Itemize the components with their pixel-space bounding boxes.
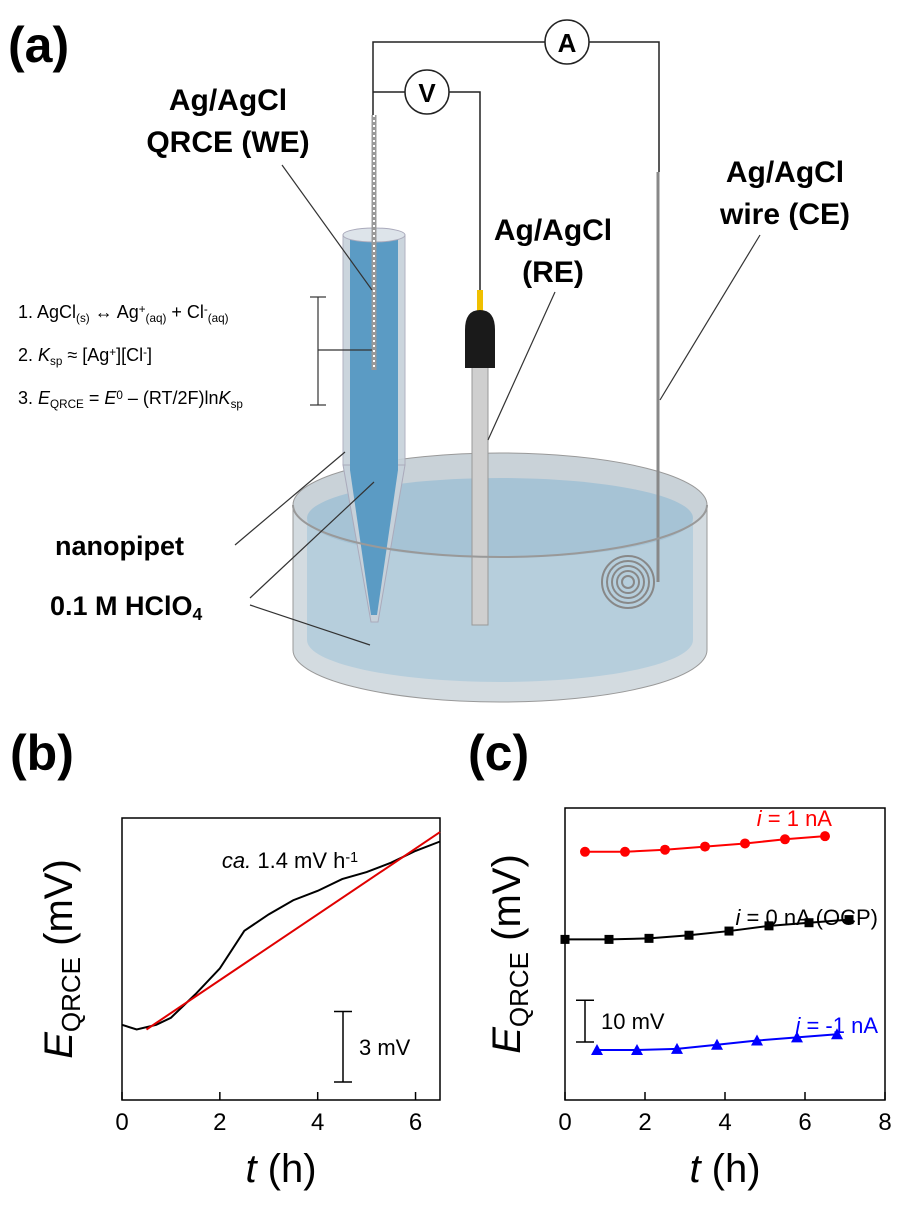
- equation-part: – (RT/2F)ln: [123, 388, 219, 408]
- equation: 3. EQRCE = E0 – (RT/2F)lnKsp: [18, 388, 243, 411]
- x-tick-label: 4: [311, 1109, 324, 1136]
- y-axis-label: EQRCE (mV): [485, 854, 534, 1054]
- y-axis-label-part: E: [37, 1031, 81, 1059]
- marker: [780, 834, 790, 844]
- x-axis-label-part: (h): [701, 1147, 761, 1191]
- marker: [645, 934, 654, 943]
- we-label: Ag/AgCl: [169, 84, 287, 117]
- annotation-part: ca.: [222, 848, 251, 873]
- marker: [620, 847, 630, 857]
- marker: [580, 847, 590, 857]
- ce-label: wire (CE): [719, 198, 850, 231]
- x-axis-label-part: (h): [257, 1147, 317, 1191]
- annotation-part: 1.4 mV h: [251, 848, 345, 873]
- panel-label: (b): [10, 725, 74, 781]
- equation-part: (s): [76, 312, 90, 325]
- y-axis-label-part: E: [485, 1026, 529, 1054]
- voltmeter-label: V: [418, 78, 436, 108]
- equation-part: QRCE: [50, 398, 84, 411]
- marker: [700, 842, 710, 852]
- y-axis-label-part: (mV): [485, 854, 529, 952]
- re-label: (RE): [522, 256, 584, 289]
- re-rod: [472, 360, 488, 625]
- x-tick-label: 8: [878, 1109, 891, 1136]
- series-label: i = 1 nA: [757, 806, 833, 831]
- annotation-part: -1: [345, 850, 358, 866]
- we-label: QRCE (WE): [146, 126, 309, 159]
- scale-bar-label: 3 mV: [359, 1035, 411, 1060]
- x-tick-label: 2: [638, 1109, 651, 1136]
- marker: [561, 935, 570, 944]
- equation-part: =: [84, 388, 105, 408]
- equation-part: + Cl: [166, 302, 204, 322]
- scale-bar: [576, 1000, 594, 1042]
- equation-part: ][Cl: [116, 345, 143, 365]
- marker: [740, 838, 750, 848]
- ammeter-label: A: [558, 28, 577, 58]
- marker: [725, 927, 734, 936]
- pipet-label: nanopipet: [55, 531, 184, 561]
- equation-part: sp: [231, 398, 244, 411]
- equation-part: 1. AgCl: [18, 302, 76, 322]
- electrolyte-label-part: 0.1 M HClO: [50, 591, 193, 621]
- marker: [605, 935, 614, 944]
- scale-bar: [334, 1012, 352, 1083]
- equation-part: (aq): [208, 312, 229, 325]
- y-axis-label: EQRCE (mV): [37, 859, 86, 1059]
- ce-label: Ag/AgCl: [726, 156, 844, 189]
- x-tick-label: 6: [798, 1109, 811, 1136]
- equation: 1. AgCl(s) ↔ Ag+(aq) + Cl-(aq): [18, 302, 229, 325]
- x-tick-label: 4: [718, 1109, 731, 1136]
- equation-part: 2.: [18, 345, 38, 365]
- annotation: ca. 1.4 mV h-1: [222, 848, 358, 873]
- panel-label: (c): [468, 725, 529, 781]
- marker: [820, 831, 830, 841]
- x-tick-label: 6: [409, 1109, 422, 1136]
- marker: [660, 845, 670, 855]
- equation-part: (aq): [146, 312, 167, 325]
- x-tick-label: 0: [115, 1109, 128, 1136]
- equation: 2. Ksp ≈ [Ag+][Cl-]: [18, 345, 152, 368]
- equation-part: sp: [50, 355, 63, 368]
- series-label: i = 0 nA (OCP): [736, 905, 878, 930]
- re-label: Ag/AgCl: [494, 214, 612, 247]
- marker: [685, 931, 694, 940]
- y-axis-label-part: (mV): [37, 859, 81, 957]
- equation-part: ]: [147, 345, 152, 365]
- equation-part: ≈ [Ag: [62, 345, 109, 365]
- electrolyte-label: 0.1 M HClO4: [50, 591, 203, 624]
- series-label: i = -1 nA: [795, 1013, 878, 1038]
- x-axis-label: t (h): [245, 1147, 316, 1191]
- panel-label: (a): [8, 17, 69, 73]
- x-tick-label: 2: [213, 1109, 226, 1136]
- re-cap: [465, 310, 495, 368]
- x-axis-label: t (h): [689, 1147, 760, 1191]
- y-axis-label-part: QRCE: [56, 957, 86, 1032]
- scale-bar-label: 10 mV: [601, 1009, 665, 1034]
- x-tick-label: 0: [558, 1109, 571, 1136]
- figure: (a) A V Ag/AgCl QRCE (WE) Ag/AgCl (RE) A…: [0, 0, 903, 1220]
- equation-part: ↔ Ag: [90, 302, 139, 322]
- equation-part: 3.: [18, 388, 38, 408]
- y-axis-label-part: QRCE: [504, 952, 534, 1027]
- electrolyte-label-part: 4: [193, 604, 203, 624]
